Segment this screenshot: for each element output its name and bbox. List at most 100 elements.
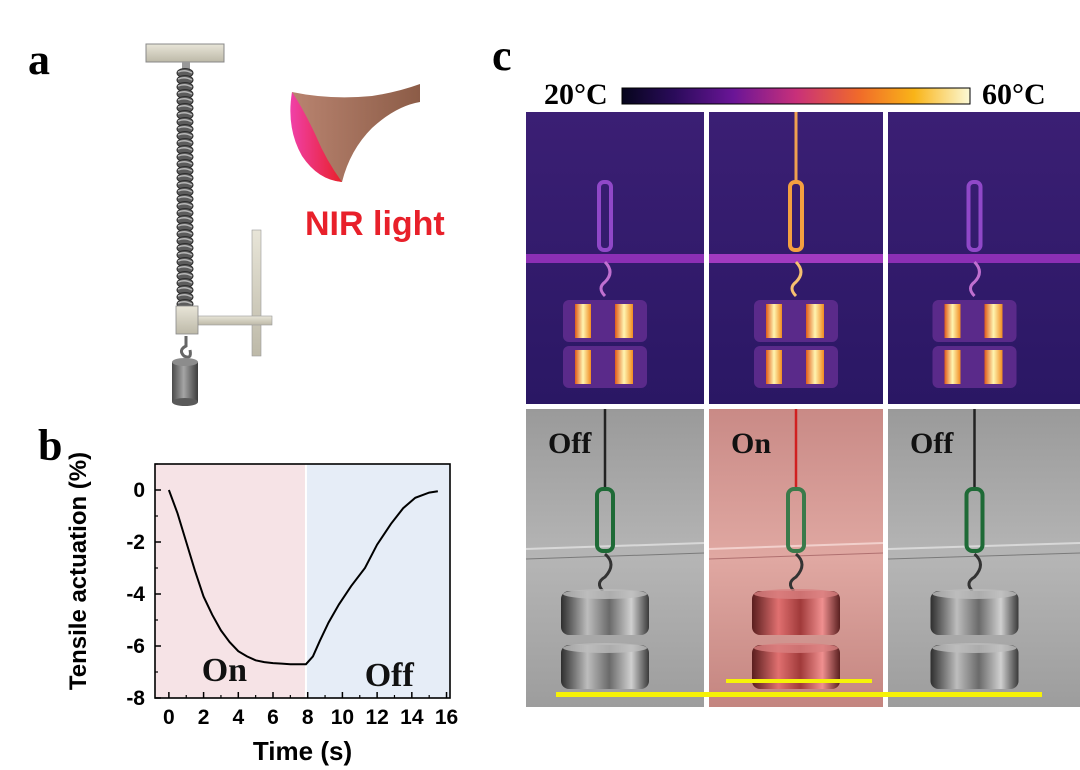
colorbar-min-label: 20°C	[544, 78, 608, 111]
x-tick-label: 6	[267, 706, 279, 729]
spring-highlight	[177, 209, 193, 214]
spring-highlight	[177, 69, 193, 74]
photo-clip	[595, 487, 615, 553]
chart-ticks: 0 2 4 6 8 10 12 14 160-2-4-6-8	[126, 463, 458, 729]
x-tick-label: 0	[163, 706, 175, 729]
y-axis-label: Tensile actuation (%)	[65, 452, 92, 690]
photo-rail	[708, 552, 884, 560]
spring-highlight	[177, 76, 193, 81]
thermal-photo-grid: Off On Off	[525, 112, 1080, 712]
thermal-hook	[790, 260, 803, 298]
spring-highlight	[177, 160, 193, 165]
chart-regions	[155, 464, 450, 698]
chart-region-labels: On Off	[202, 652, 415, 694]
thermal-hotspot	[615, 304, 633, 338]
region-off-1	[305, 464, 450, 698]
photo-rail	[708, 542, 884, 550]
spring-highlight	[177, 272, 193, 277]
photo-hook	[598, 552, 613, 593]
photo-3: Off	[887, 409, 1080, 707]
spring-highlight	[177, 286, 193, 291]
photo-rail	[887, 542, 1080, 550]
photo-state-label: Off	[548, 427, 592, 460]
photo-weight	[930, 645, 1019, 689]
weight-icon	[172, 358, 198, 406]
nir-lamp-icon	[290, 84, 420, 182]
thermal-hotspot	[984, 350, 1003, 384]
thermal-hotspot	[806, 304, 824, 338]
x-tick-label: 2	[198, 706, 210, 729]
spring-highlight	[177, 174, 193, 179]
top-mount	[145, 43, 225, 70]
thermal-hotspot	[806, 350, 824, 384]
thermal-hotspot	[575, 350, 591, 384]
spring-highlight	[177, 146, 193, 151]
spring-highlight	[177, 132, 193, 137]
spring-highlight	[177, 125, 193, 130]
photo-rail	[525, 552, 705, 560]
y-tick-label: -8	[126, 687, 145, 710]
x-tick-label: 12	[365, 706, 388, 729]
temperature-colorbar	[621, 87, 971, 105]
thermal-image-2	[709, 112, 883, 404]
spring-highlight	[177, 111, 193, 116]
nir-light-label: NIR light	[305, 205, 445, 243]
spring-highlight	[177, 251, 193, 256]
x-tick-label: 16	[435, 706, 458, 729]
x-tick-label: 4	[232, 706, 244, 729]
series-line-0	[167, 489, 439, 666]
thermal-clip	[597, 180, 613, 252]
spring-highlight	[177, 188, 193, 193]
region-on-0	[155, 464, 306, 698]
panel-label-a: a	[28, 35, 50, 84]
photo-1: Off	[525, 409, 705, 707]
photo-weight	[752, 591, 840, 635]
spring-highlight	[177, 265, 193, 270]
thermal-hotspot	[766, 350, 782, 384]
spring-highlight	[177, 181, 193, 186]
photo-2: On	[708, 409, 884, 707]
y-tick-label: -4	[126, 583, 145, 606]
spring-highlight	[177, 139, 193, 144]
scale-bar-long	[556, 692, 1042, 697]
spring-highlight	[177, 300, 193, 305]
panel-label-c: c	[492, 31, 512, 80]
photo-clip	[786, 487, 806, 553]
photo-weight	[561, 591, 649, 635]
photo-weight-top	[563, 589, 647, 599]
actuation-chart: 0 2 4 6 8 10 12 14 160-2-4-6-8 On Off Time (s) Te…	[65, 452, 458, 766]
photo-weight	[930, 591, 1019, 635]
grid-cells: Off On Off	[525, 112, 1080, 707]
y-tick-label: -6	[126, 635, 145, 658]
panel-label-b: b	[38, 421, 63, 470]
x-axis-label: Time (s)	[253, 736, 352, 766]
spring-highlight	[177, 279, 193, 284]
spring-highlight	[177, 90, 193, 95]
thermal-bar	[526, 254, 704, 263]
photo-weight	[561, 645, 649, 689]
thermal-hook	[969, 260, 981, 298]
spring-highlight	[177, 230, 193, 235]
photo-weight-top	[563, 643, 647, 653]
thermal-hotspot	[575, 304, 591, 338]
thermal-hotspot	[944, 304, 961, 338]
photo-weight-top	[754, 589, 838, 599]
thermal-hotspot	[944, 350, 961, 384]
photo-hook	[967, 552, 982, 593]
thermal-hook	[599, 260, 612, 298]
thermal-image-1	[526, 112, 704, 404]
thermal-clip	[966, 180, 983, 252]
spring-highlight	[177, 118, 193, 123]
y-tick-label: -2	[126, 531, 145, 554]
spring-highlight	[177, 293, 193, 298]
thermal-hotspot	[984, 304, 1003, 338]
colorbar-max-label: 60°C	[982, 78, 1046, 111]
scale-bar-short	[726, 679, 872, 683]
photo-weight	[752, 645, 840, 689]
twisted-fiber-spring	[176, 68, 194, 309]
thermal-image-3	[888, 112, 1080, 404]
thermal-bar	[709, 254, 883, 263]
spring-highlight	[177, 216, 193, 221]
photo-rail	[525, 542, 705, 550]
